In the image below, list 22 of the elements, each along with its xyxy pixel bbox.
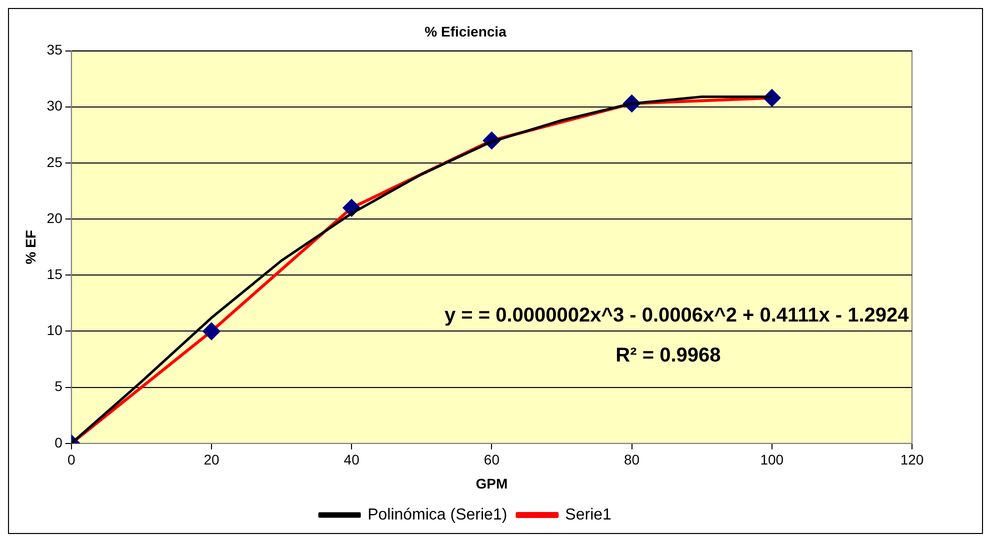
x-tick-label: 100 <box>760 452 784 468</box>
x-tick-label: 80 <box>624 452 640 468</box>
y-tick-label: 5 <box>54 378 63 394</box>
y-tick-label: 35 <box>46 42 63 58</box>
legend-label: Polinómica (Serie1) <box>368 506 508 524</box>
y-tick-label: 0 <box>54 434 63 450</box>
legend-label: Serie1 <box>565 506 612 524</box>
chart-title: % Eficiencia <box>424 23 507 40</box>
y-tick-label: 30 <box>46 98 63 114</box>
x-tick-label: 40 <box>344 452 360 468</box>
y-tick-label: 10 <box>46 322 63 338</box>
x-tick-label: 120 <box>900 452 924 468</box>
y-axis-title: % EF <box>22 230 38 264</box>
x-axis-title: GPM <box>476 475 508 492</box>
y-tick-label: 20 <box>46 210 63 226</box>
y-tick-label: 25 <box>46 154 63 170</box>
x-tick-label: 60 <box>484 452 500 468</box>
x-tick-label: 20 <box>204 452 220 468</box>
y-tick-label: 15 <box>46 266 63 282</box>
annotation: R² = 0.9968 <box>616 344 721 366</box>
x-tick-label: 0 <box>67 452 76 468</box>
annotation: y = = 0.0000002x^3 - 0.0006x^2 + 0.4111x - 1.2924 <box>444 304 910 326</box>
